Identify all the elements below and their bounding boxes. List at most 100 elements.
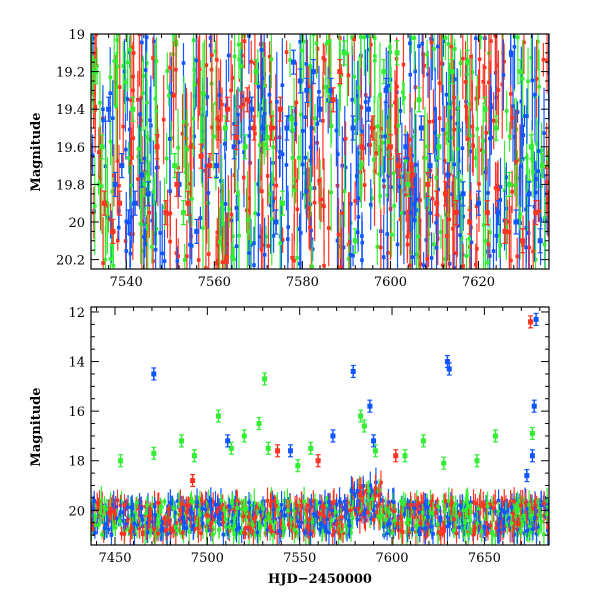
dense-point [493, 533, 498, 537]
dense-point [112, 173, 116, 178]
dense-point [279, 509, 284, 514]
dense-point [327, 530, 331, 535]
dense-point [192, 527, 197, 531]
dense-point [318, 500, 322, 505]
dense-point [402, 96, 406, 100]
dense-point [226, 217, 231, 222]
dense-point [321, 85, 326, 90]
data-point [225, 438, 231, 444]
dense-point [246, 230, 250, 234]
dense-point [100, 504, 104, 509]
dense-point [530, 530, 534, 535]
dense-point [224, 103, 229, 107]
dense-point [229, 88, 233, 93]
dense-point [253, 532, 258, 537]
dense-point [524, 511, 529, 516]
dense-point [270, 503, 275, 508]
dense-point [383, 134, 387, 139]
data-point [539, 163, 545, 169]
dense-point [117, 183, 121, 188]
dense-point [184, 136, 189, 141]
dense-point [477, 57, 482, 61]
dense-point [398, 217, 403, 222]
data-point [99, 144, 105, 150]
dense-point [129, 215, 134, 219]
dense-point [219, 498, 224, 503]
dense-point [262, 84, 267, 89]
dense-point [337, 83, 342, 87]
dense-point [450, 157, 455, 162]
data-point [172, 163, 178, 169]
dense-point [108, 499, 113, 503]
dense-point [461, 56, 465, 61]
dense-point [184, 526, 189, 530]
dense-point [206, 252, 211, 256]
dense-point [148, 512, 152, 516]
dense-point [422, 515, 427, 520]
dense-point [385, 193, 390, 197]
dense-point [452, 201, 456, 206]
dense-point [545, 512, 549, 517]
dense-point [292, 184, 297, 189]
dense-point [238, 88, 243, 93]
dense-point [356, 196, 361, 201]
dense-point [145, 100, 149, 105]
dense-point [369, 516, 373, 521]
dense-point [266, 244, 271, 248]
dense-point [152, 39, 156, 44]
data-point [420, 438, 426, 444]
dense-point [500, 503, 505, 507]
dense-point [214, 101, 218, 106]
dense-point [223, 202, 228, 206]
dense-point [489, 39, 493, 43]
top-y-axis-title: Magnitude [29, 112, 44, 191]
dense-point [542, 131, 546, 135]
dense-point [165, 532, 169, 536]
data-point [409, 172, 415, 178]
dense-point [171, 529, 176, 533]
dense-point [400, 510, 404, 514]
dense-point [519, 505, 524, 510]
dense-point [248, 240, 253, 244]
dense-point [211, 134, 216, 139]
data-point [288, 116, 294, 122]
dense-point [143, 68, 148, 72]
dense-point [329, 190, 333, 195]
dense-point [174, 531, 178, 536]
dense-point [348, 508, 353, 513]
dense-point [303, 519, 308, 523]
dense-point [273, 504, 278, 508]
dense-point [246, 526, 251, 531]
dense-point [388, 45, 392, 49]
dense-point [297, 524, 302, 529]
dense-point [232, 524, 237, 529]
dense-point [328, 524, 333, 529]
dense-point [113, 512, 117, 517]
dense-point [502, 510, 507, 515]
data-point [359, 144, 365, 150]
dense-point [399, 211, 404, 215]
dense-point [263, 523, 267, 528]
dense-point [388, 521, 392, 526]
dense-point [205, 528, 209, 533]
dense-point [461, 214, 465, 219]
dense-point [453, 199, 458, 204]
dense-point [241, 175, 246, 180]
dense-point [189, 500, 194, 504]
dense-point [217, 93, 222, 98]
dense-point [240, 507, 245, 511]
data-point [372, 448, 378, 454]
data-point [119, 163, 125, 169]
dense-point [546, 525, 549, 529]
dense-point [455, 146, 460, 151]
dense-point [495, 63, 499, 68]
dense-point [267, 54, 272, 59]
data-point [207, 163, 213, 169]
dense-point [136, 97, 140, 102]
dense-point [253, 515, 258, 519]
dense-point [187, 516, 191, 521]
data-point [381, 69, 387, 75]
dense-point [303, 155, 308, 160]
dense-point [139, 506, 144, 510]
dense-point [129, 526, 134, 531]
